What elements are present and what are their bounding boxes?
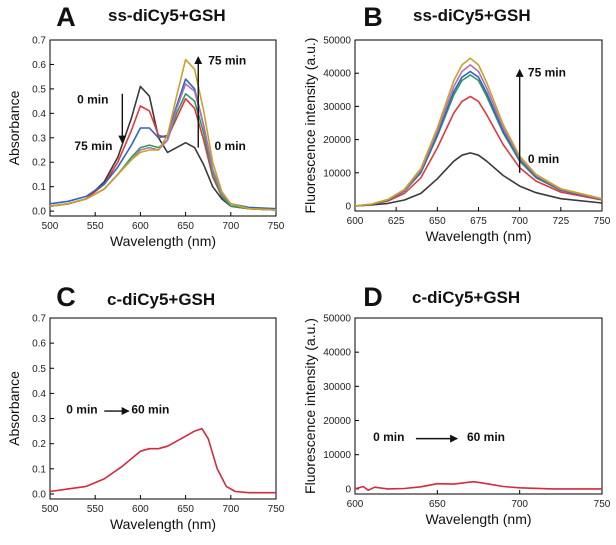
x-axis-label: Wavelength (nm) — [425, 511, 531, 527]
x-tick-label: 550 — [87, 504, 104, 515]
panel-title: c-diCy5+GSH — [412, 288, 520, 307]
y-tick-label: 30000 — [323, 102, 351, 113]
annotation-label: 75 min — [208, 53, 246, 67]
series-line-1 — [49, 85, 277, 211]
x-tick-label: 600 — [347, 499, 364, 510]
y-tick-label: 0.1 — [32, 464, 46, 475]
panel-title: c-diCy5+GSH — [107, 290, 215, 309]
panel-title: ss-diCy5+GSH — [413, 6, 531, 25]
x-tick-label: 725 — [552, 216, 569, 227]
panel-title: ss-diCy5+GSH — [108, 6, 226, 25]
x-tick-label: 750 — [594, 216, 611, 227]
x-tick-label: 750 — [594, 499, 611, 510]
x-tick-label: 750 — [268, 504, 285, 515]
y-tick-label: 0.4 — [32, 109, 46, 120]
annotation-label: 75 min — [74, 139, 112, 153]
y-tick-label: 0.3 — [32, 414, 46, 425]
x-tick-label: 500 — [42, 221, 59, 232]
y-tick-label: 0.6 — [32, 339, 46, 350]
y-tick-label: 50000 — [323, 314, 351, 325]
series-line-5 — [354, 64, 603, 207]
x-tick-label: 700 — [511, 499, 528, 510]
annotation-label: 0 min — [77, 93, 108, 107]
series-line-3 — [354, 74, 603, 207]
y-tick-label: 0.6 — [32, 60, 46, 71]
y-tick-label: 0.1 — [32, 182, 46, 193]
y-tick-label: 0.2 — [32, 439, 46, 450]
annotation-label: 0 min — [66, 403, 97, 417]
plot-frame — [354, 317, 603, 495]
y-axis-label: Absorbance — [6, 371, 22, 446]
series-line-6 — [354, 57, 603, 207]
series-line-1 — [49, 427, 276, 494]
series-line-4 — [354, 70, 603, 207]
x-tick-label: 650 — [429, 499, 446, 510]
y-tick-label: 0 — [345, 202, 351, 213]
annotation-label: 0 min — [528, 152, 559, 166]
y-tick-label: 0.7 — [32, 36, 46, 47]
x-axis-label: Wavelength (nm) — [425, 228, 531, 244]
x-tick-label: 500 — [42, 504, 59, 515]
x-tick-label: 750 — [268, 221, 285, 232]
annotation-label: 75 min — [528, 66, 566, 80]
y-tick-label: 0 — [345, 484, 351, 495]
series-line-1 — [354, 152, 603, 207]
x-axis-label: Wavelength (nm) — [110, 233, 216, 249]
y-tick-label: 0.5 — [32, 84, 46, 95]
y-tick-label: 0.2 — [32, 158, 46, 169]
x-tick-label: 600 — [347, 216, 364, 227]
x-axis-label: Wavelength (nm) — [110, 516, 216, 532]
y-tick-label: 40000 — [323, 69, 351, 80]
series-line-6 — [49, 58, 277, 211]
y-tick-label: 0.0 — [32, 207, 46, 218]
y-axis-label: Fluorescence intensity (a.u.) — [302, 38, 318, 214]
series-line-2 — [49, 97, 277, 211]
panel-letter: D — [363, 282, 383, 312]
plot-frame — [49, 39, 277, 217]
panel-letter: A — [56, 2, 76, 32]
x-tick-label: 700 — [222, 221, 239, 232]
y-tick-label: 30000 — [323, 382, 351, 393]
annotation-label: 60 min — [131, 403, 169, 417]
panel-letter: B — [363, 2, 383, 32]
y-tick-label: 40000 — [323, 348, 351, 359]
series-line-1 — [354, 480, 602, 492]
y-tick-label: 0.0 — [32, 489, 46, 500]
y-axis-label: Fluorescence intensity (a.u.) — [302, 318, 318, 494]
y-tick-label: 20000 — [323, 416, 351, 427]
y-tick-label: 20000 — [323, 135, 351, 146]
plot-frame — [49, 317, 277, 500]
series-line-2 — [354, 95, 603, 207]
x-tick-label: 650 — [429, 216, 446, 227]
x-tick-label: 625 — [388, 216, 405, 227]
annotation-label: 0 min — [215, 139, 246, 153]
panel-letter: C — [56, 282, 76, 312]
annotation-label: 0 min — [373, 430, 404, 444]
x-tick-label: 700 — [222, 504, 239, 515]
y-tick-label: 10000 — [323, 450, 351, 461]
x-tick-label: 550 — [87, 221, 104, 232]
x-tick-label: 700 — [511, 216, 528, 227]
y-tick-label: 0.7 — [32, 314, 46, 325]
annotation-label: 60 min — [467, 430, 505, 444]
y-axis-label: Absorbance — [6, 90, 22, 165]
y-tick-label: 0.4 — [32, 389, 46, 400]
x-tick-label: 675 — [470, 216, 487, 227]
y-tick-label: 0.5 — [32, 364, 46, 375]
x-tick-label: 600 — [132, 221, 149, 232]
x-tick-label: 650 — [177, 221, 194, 232]
x-tick-label: 650 — [177, 504, 194, 515]
y-tick-label: 50000 — [323, 36, 351, 47]
y-tick-label: 10000 — [323, 168, 351, 179]
y-tick-label: 0.3 — [32, 133, 46, 144]
x-tick-label: 600 — [132, 504, 149, 515]
